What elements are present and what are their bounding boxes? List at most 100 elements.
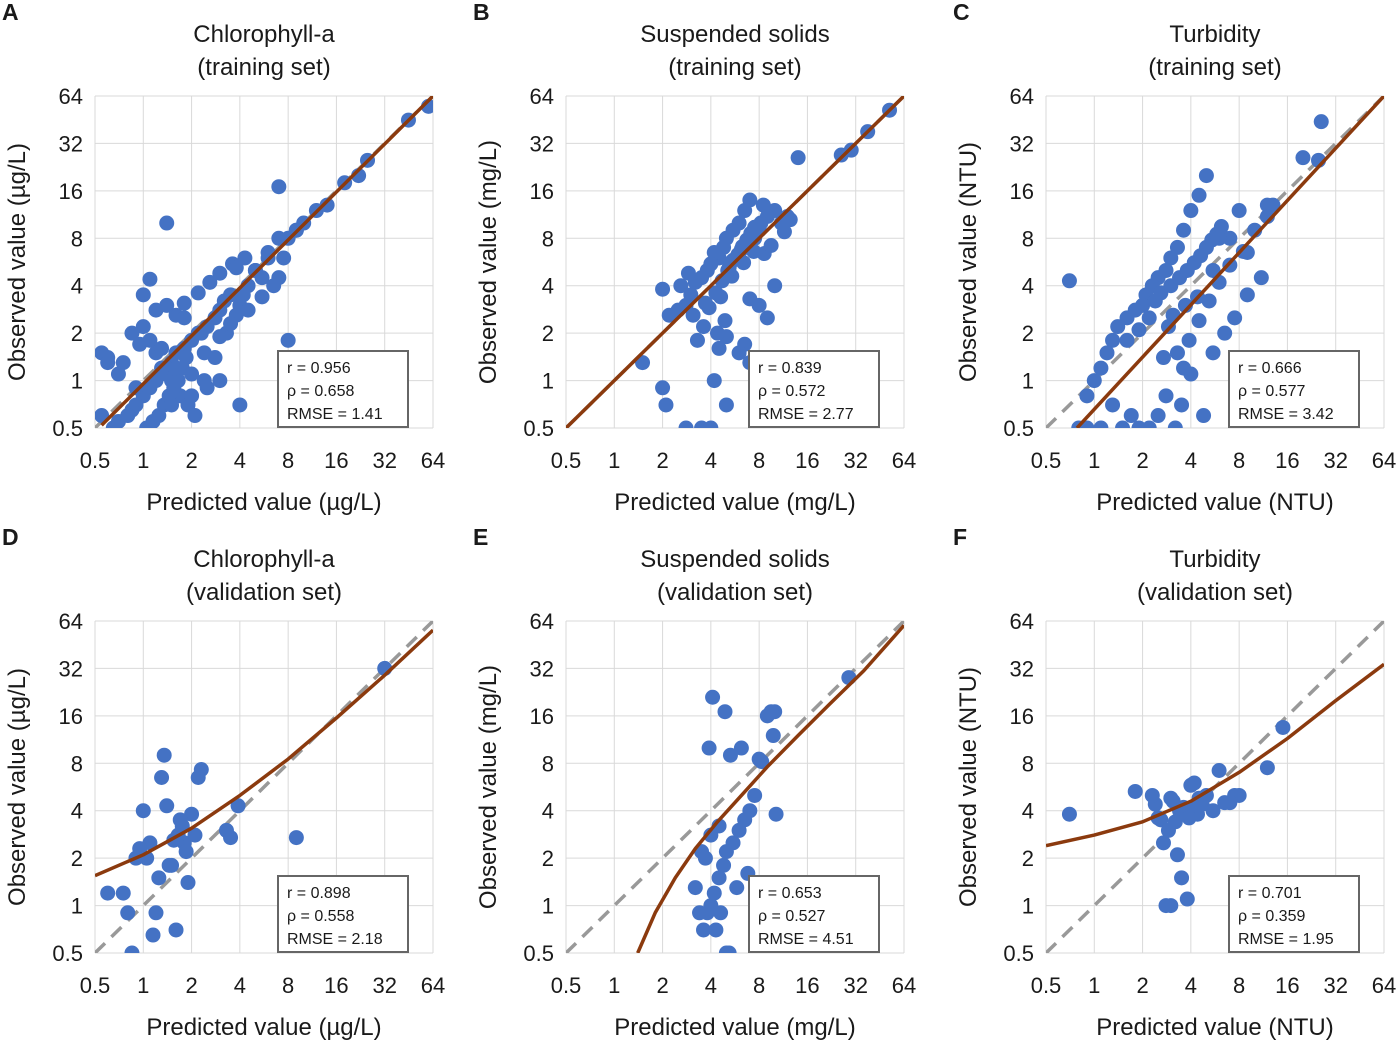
x-tick-label: 64	[421, 973, 445, 998]
data-point	[1259, 760, 1275, 776]
y-tick-label: 0.5	[52, 416, 83, 441]
data-point	[661, 307, 677, 323]
stat-line: ρ = 0.658	[287, 383, 354, 400]
data-point	[722, 747, 738, 763]
data-point	[1167, 420, 1183, 428]
plot-area	[1046, 621, 1384, 953]
data-point	[180, 875, 196, 891]
plot-area	[566, 96, 904, 428]
data-point	[708, 285, 724, 301]
stat-line: ρ = 0.558	[287, 908, 354, 925]
data-point	[711, 340, 727, 356]
data-point	[142, 271, 158, 287]
y-tick-label: 16	[59, 179, 83, 204]
y-tick-label: 4	[542, 274, 554, 299]
y-tick-label: 64	[1010, 84, 1034, 109]
data-point	[1155, 350, 1171, 366]
data-point	[151, 870, 167, 886]
x-axis-label: Predicted value (µg/L)	[146, 1014, 381, 1040]
stat-line: ρ = 0.572	[758, 383, 825, 400]
data-point	[655, 281, 671, 297]
x-tick-label: 8	[753, 448, 765, 473]
fit-curve	[1046, 662, 1384, 848]
identity-line	[95, 621, 433, 953]
data-point	[170, 373, 186, 389]
x-tick-label: 1	[1088, 448, 1100, 473]
data-point	[1155, 835, 1171, 851]
x-tick-label: 2	[185, 973, 197, 998]
data-point	[763, 237, 779, 253]
y-tick-label: 64	[59, 84, 83, 109]
panel-b: B Suspended solids (training set) 0.5 0.5 1 1 2…	[473, 0, 916, 516]
data-point	[145, 927, 161, 943]
data-point	[1179, 891, 1195, 907]
data-point	[184, 388, 200, 404]
x-tick-label: 64	[421, 448, 445, 473]
data-point	[1227, 310, 1243, 326]
data-point	[135, 803, 151, 819]
data-point	[696, 922, 712, 938]
data-point	[841, 670, 857, 686]
data-point	[1144, 787, 1160, 803]
fit-curve	[1075, 96, 1384, 428]
data-point	[1158, 898, 1174, 914]
x-tick-label: 64	[1372, 973, 1396, 998]
data-point	[266, 278, 282, 294]
y-axis-label: Observed value (NTU)	[955, 667, 982, 907]
panel-c: C Turbidity (training set) 0.5 0.5 1 1 2 2 4 4 8 8 16…	[953, 0, 1396, 516]
stat-line: RMSE = 3.42	[1238, 406, 1334, 423]
y-tick-label: 32	[530, 131, 554, 156]
y-tick-label: 16	[1010, 179, 1034, 204]
data-point	[190, 769, 206, 785]
x-tick-label: 0.5	[80, 448, 111, 473]
data-point	[100, 355, 116, 371]
data-point	[713, 905, 729, 921]
y-tick-label: 64	[530, 609, 554, 634]
chart-title-line-2: (validation set)	[1137, 579, 1293, 606]
data-point	[124, 325, 140, 341]
data-point	[1158, 388, 1174, 404]
panel-letter: E	[473, 524, 488, 550]
stat-line: r = 0.701	[1238, 885, 1302, 902]
data-point	[190, 325, 206, 341]
data-point	[1183, 777, 1199, 793]
data-point	[132, 336, 148, 352]
y-tick-label: 8	[71, 751, 83, 776]
data-point	[1191, 313, 1207, 329]
panel-letter: A	[2, 0, 19, 25]
x-tick-label: 16	[324, 973, 348, 998]
x-tick-label: 64	[1372, 448, 1396, 473]
data-point	[717, 313, 733, 329]
panel-a: A Chlorophyll-a (training set) 0.5 0.5 1 1 2 2 4 4…	[2, 0, 445, 516]
data-point	[678, 420, 694, 428]
stat-line: ρ = 0.359	[1238, 908, 1305, 925]
chart-title-line-1: Turbidity	[1169, 21, 1260, 48]
data-point	[1160, 822, 1176, 838]
data-point	[1163, 790, 1179, 806]
data-point	[718, 397, 734, 413]
data-point	[1213, 219, 1229, 235]
x-tick-label: 4	[705, 973, 717, 998]
data-point	[120, 905, 136, 921]
data-point	[190, 285, 206, 301]
data-point	[763, 704, 779, 720]
data-point	[687, 880, 703, 896]
y-tick-label: 1	[542, 369, 554, 394]
y-tick-label: 32	[530, 656, 554, 681]
data-point	[685, 307, 701, 323]
data-point	[1181, 332, 1197, 348]
data-point	[218, 822, 234, 838]
data-point	[731, 345, 747, 361]
chart-title-line-1: Chlorophyll-a	[193, 546, 335, 573]
stat-line: RMSE = 1.95	[1238, 931, 1334, 948]
data-point	[1150, 408, 1166, 424]
stat-line: r = 0.666	[1238, 360, 1302, 377]
stat-line: r = 0.653	[758, 885, 822, 902]
x-tick-label: 0.5	[551, 973, 582, 998]
stats-box	[1228, 350, 1360, 428]
x-tick-label: 4	[234, 973, 246, 998]
y-tick-label: 1	[1022, 369, 1034, 394]
data-point	[240, 302, 256, 318]
data-point	[230, 798, 246, 814]
stat-line: r = 0.956	[287, 360, 351, 377]
